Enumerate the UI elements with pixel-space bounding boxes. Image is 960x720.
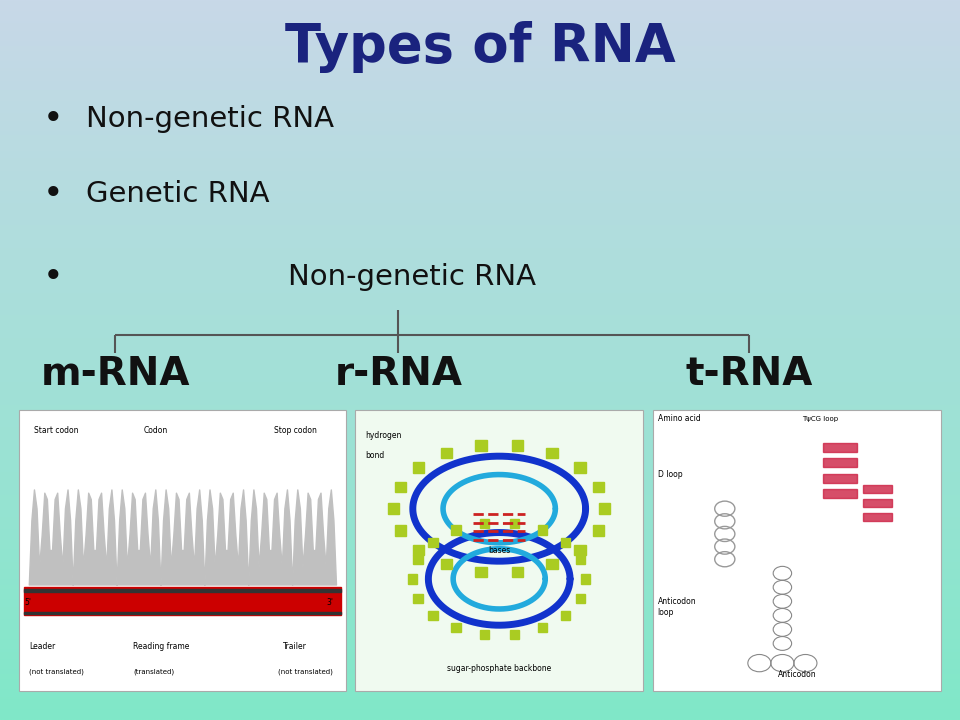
Text: •: •: [42, 260, 63, 294]
Text: •: •: [42, 177, 63, 212]
Bar: [475, 441, 487, 451]
Bar: [451, 624, 461, 632]
Text: Genetic RNA: Genetic RNA: [86, 181, 270, 208]
Text: Codon: Codon: [143, 426, 167, 435]
Bar: [414, 555, 422, 564]
Text: hydrogen: hydrogen: [365, 431, 401, 440]
Bar: [512, 441, 523, 451]
Bar: [863, 500, 892, 508]
Bar: [480, 630, 489, 639]
Bar: [413, 462, 424, 473]
Bar: [441, 448, 452, 459]
Bar: [538, 624, 547, 632]
Text: bases: bases: [488, 546, 511, 555]
Bar: [653, 410, 941, 691]
Bar: [24, 588, 341, 616]
Text: Non-genetic RNA: Non-genetic RNA: [86, 105, 334, 132]
Text: Amino acid: Amino acid: [658, 414, 701, 423]
Bar: [395, 526, 406, 536]
Bar: [414, 593, 422, 603]
Bar: [574, 462, 586, 473]
Bar: [823, 459, 857, 467]
Bar: [475, 567, 487, 577]
Bar: [546, 448, 558, 459]
Text: Reading frame: Reading frame: [133, 642, 190, 651]
Text: Start codon: Start codon: [34, 426, 78, 435]
Bar: [510, 630, 518, 639]
Text: Anticodon: Anticodon: [778, 670, 816, 679]
Text: m-RNA: m-RNA: [40, 356, 190, 393]
Text: 3': 3': [326, 598, 333, 607]
Text: Anticodon
loop: Anticodon loop: [658, 598, 696, 616]
Bar: [428, 611, 438, 620]
Bar: [510, 518, 518, 528]
Bar: [592, 482, 604, 492]
Bar: [599, 503, 611, 514]
Bar: [823, 474, 857, 483]
Text: •: •: [42, 102, 63, 136]
Text: (not translated): (not translated): [29, 668, 84, 675]
Text: Leader: Leader: [29, 642, 55, 651]
Text: r-RNA: r-RNA: [334, 356, 463, 393]
Bar: [546, 559, 558, 570]
Text: t-RNA: t-RNA: [685, 356, 812, 393]
Bar: [24, 612, 341, 614]
Text: 5': 5': [24, 598, 31, 607]
Bar: [428, 538, 438, 547]
Bar: [355, 410, 643, 691]
Bar: [863, 513, 892, 521]
Bar: [512, 567, 523, 577]
Bar: [561, 611, 570, 620]
Bar: [576, 555, 585, 564]
Bar: [592, 526, 604, 536]
Bar: [576, 593, 585, 603]
Text: Trailer: Trailer: [283, 642, 307, 651]
Bar: [451, 526, 461, 534]
Bar: [388, 503, 399, 514]
Text: Types of RNA: Types of RNA: [284, 21, 676, 73]
Bar: [823, 443, 857, 452]
Bar: [863, 485, 892, 493]
Bar: [581, 575, 590, 583]
Bar: [19, 410, 346, 691]
Bar: [823, 490, 857, 498]
Bar: [574, 544, 586, 555]
Bar: [480, 518, 489, 528]
Bar: [395, 482, 406, 492]
Text: TψCG loop: TψCG loop: [803, 416, 839, 422]
Text: (translated): (translated): [133, 668, 175, 675]
Text: (not translated): (not translated): [278, 668, 333, 675]
Bar: [413, 544, 424, 555]
Bar: [441, 559, 452, 570]
Bar: [538, 526, 547, 534]
Bar: [24, 589, 341, 592]
Text: D loop: D loop: [658, 470, 683, 480]
Bar: [561, 538, 570, 547]
Text: sugar-phosphate backbone: sugar-phosphate backbone: [447, 665, 551, 673]
Text: Non-genetic RNA: Non-genetic RNA: [288, 264, 536, 291]
Bar: [408, 575, 418, 583]
Text: bond: bond: [365, 451, 384, 460]
Text: Stop codon: Stop codon: [274, 426, 317, 435]
